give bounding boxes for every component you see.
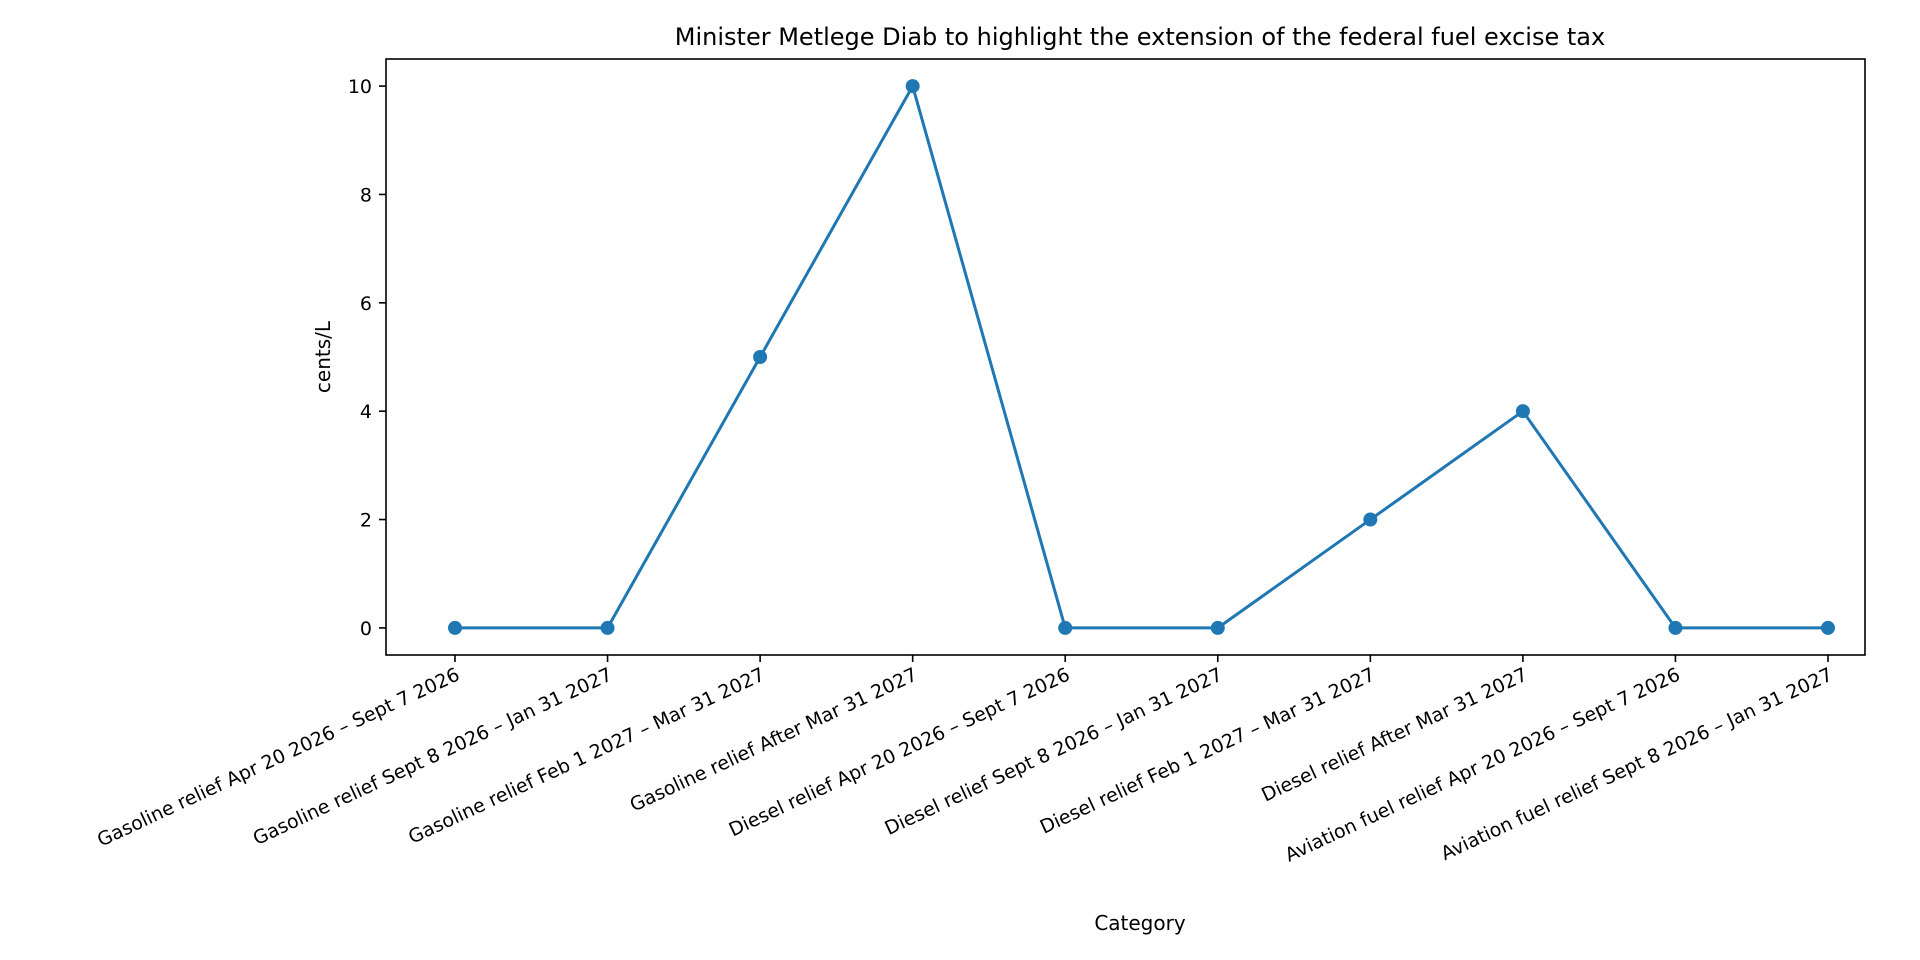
chart-title: Minister Metlege Diab to highlight the e… — [675, 23, 1605, 51]
data-point — [1668, 620, 1683, 635]
y-tick-label: 8 — [360, 184, 372, 206]
data-point — [1821, 620, 1835, 635]
x-tick-label: Gasoline relief After Mar 31 2027 — [627, 664, 921, 817]
y-axis: 0 2 4 6 8 10 — [348, 76, 386, 640]
data-point — [905, 79, 920, 94]
y-tick-label: 6 — [360, 293, 372, 315]
x-axis: Gasoline relief Apr 20 2026 – Sept 7 202… — [94, 655, 1836, 867]
data-point — [600, 620, 615, 635]
y-tick-label: 4 — [360, 401, 372, 423]
data-point — [1363, 512, 1378, 527]
y-tick-label: 0 — [360, 618, 372, 640]
data-point — [448, 620, 462, 635]
data-point — [1515, 404, 1530, 419]
x-tick-label: Diesel relief After Mar 31 2027 — [1258, 664, 1531, 807]
series-line — [455, 84, 1828, 630]
x-axis-label: Category — [1094, 911, 1186, 935]
y-axis-label: cents/L — [311, 320, 335, 393]
data-point — [753, 350, 768, 364]
data-point — [1058, 620, 1073, 635]
plot-area-frame — [385, 58, 1866, 656]
data-series — [448, 79, 1835, 635]
y-tick-label: 10 — [348, 76, 372, 98]
y-tick-label: 2 — [360, 510, 372, 532]
data-point — [1210, 620, 1225, 635]
